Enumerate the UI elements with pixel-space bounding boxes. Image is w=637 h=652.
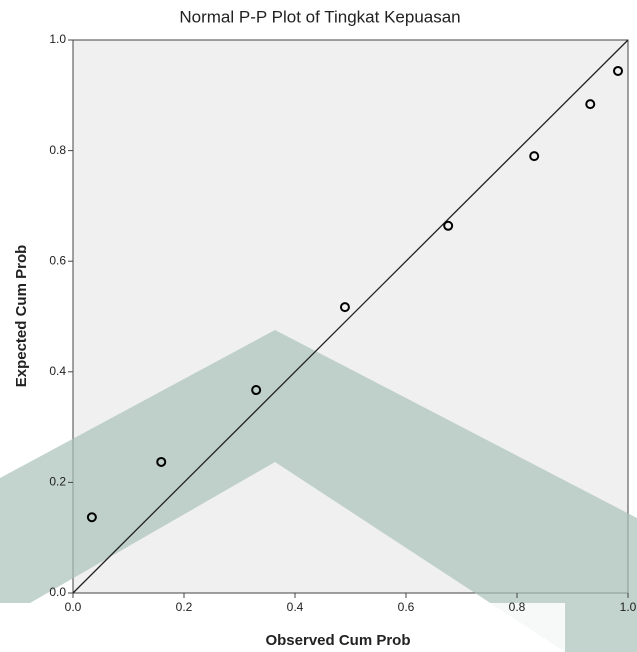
y-tick-label: 0.0 (49, 585, 66, 599)
reference-line (72, 39, 629, 594)
point (339, 302, 350, 313)
y-tick-label: 1.0 (49, 32, 66, 46)
chart-title: Normal P-P Plot of Tingkat Kepuasan (179, 7, 460, 26)
point (86, 512, 97, 523)
point (613, 65, 624, 76)
x-tick-label: 0.6 (398, 600, 415, 614)
point (156, 456, 167, 467)
point (529, 151, 540, 162)
x-tick-label: 0.4 (287, 600, 304, 614)
x-tick-label: 0.2 (176, 600, 193, 614)
x-axis-title: Observed Cum Prob (265, 632, 410, 649)
y-tick-label: 0.4 (49, 364, 66, 378)
point (585, 99, 596, 110)
y-tick-label: 0.8 (49, 143, 66, 157)
point (443, 220, 454, 231)
watermark (0, 330, 637, 652)
point (251, 385, 262, 396)
x-tick-label: 1.0 (620, 600, 637, 614)
y-tick-label: 0.2 (49, 475, 66, 489)
x-tick-label: 0.0 (65, 600, 82, 614)
y-tick-label: 0.6 (49, 253, 66, 267)
x-tick-label: 0.8 (509, 600, 526, 614)
y-axis-title: Expected Cum Prob (13, 245, 30, 388)
watermark-base (30, 603, 565, 652)
